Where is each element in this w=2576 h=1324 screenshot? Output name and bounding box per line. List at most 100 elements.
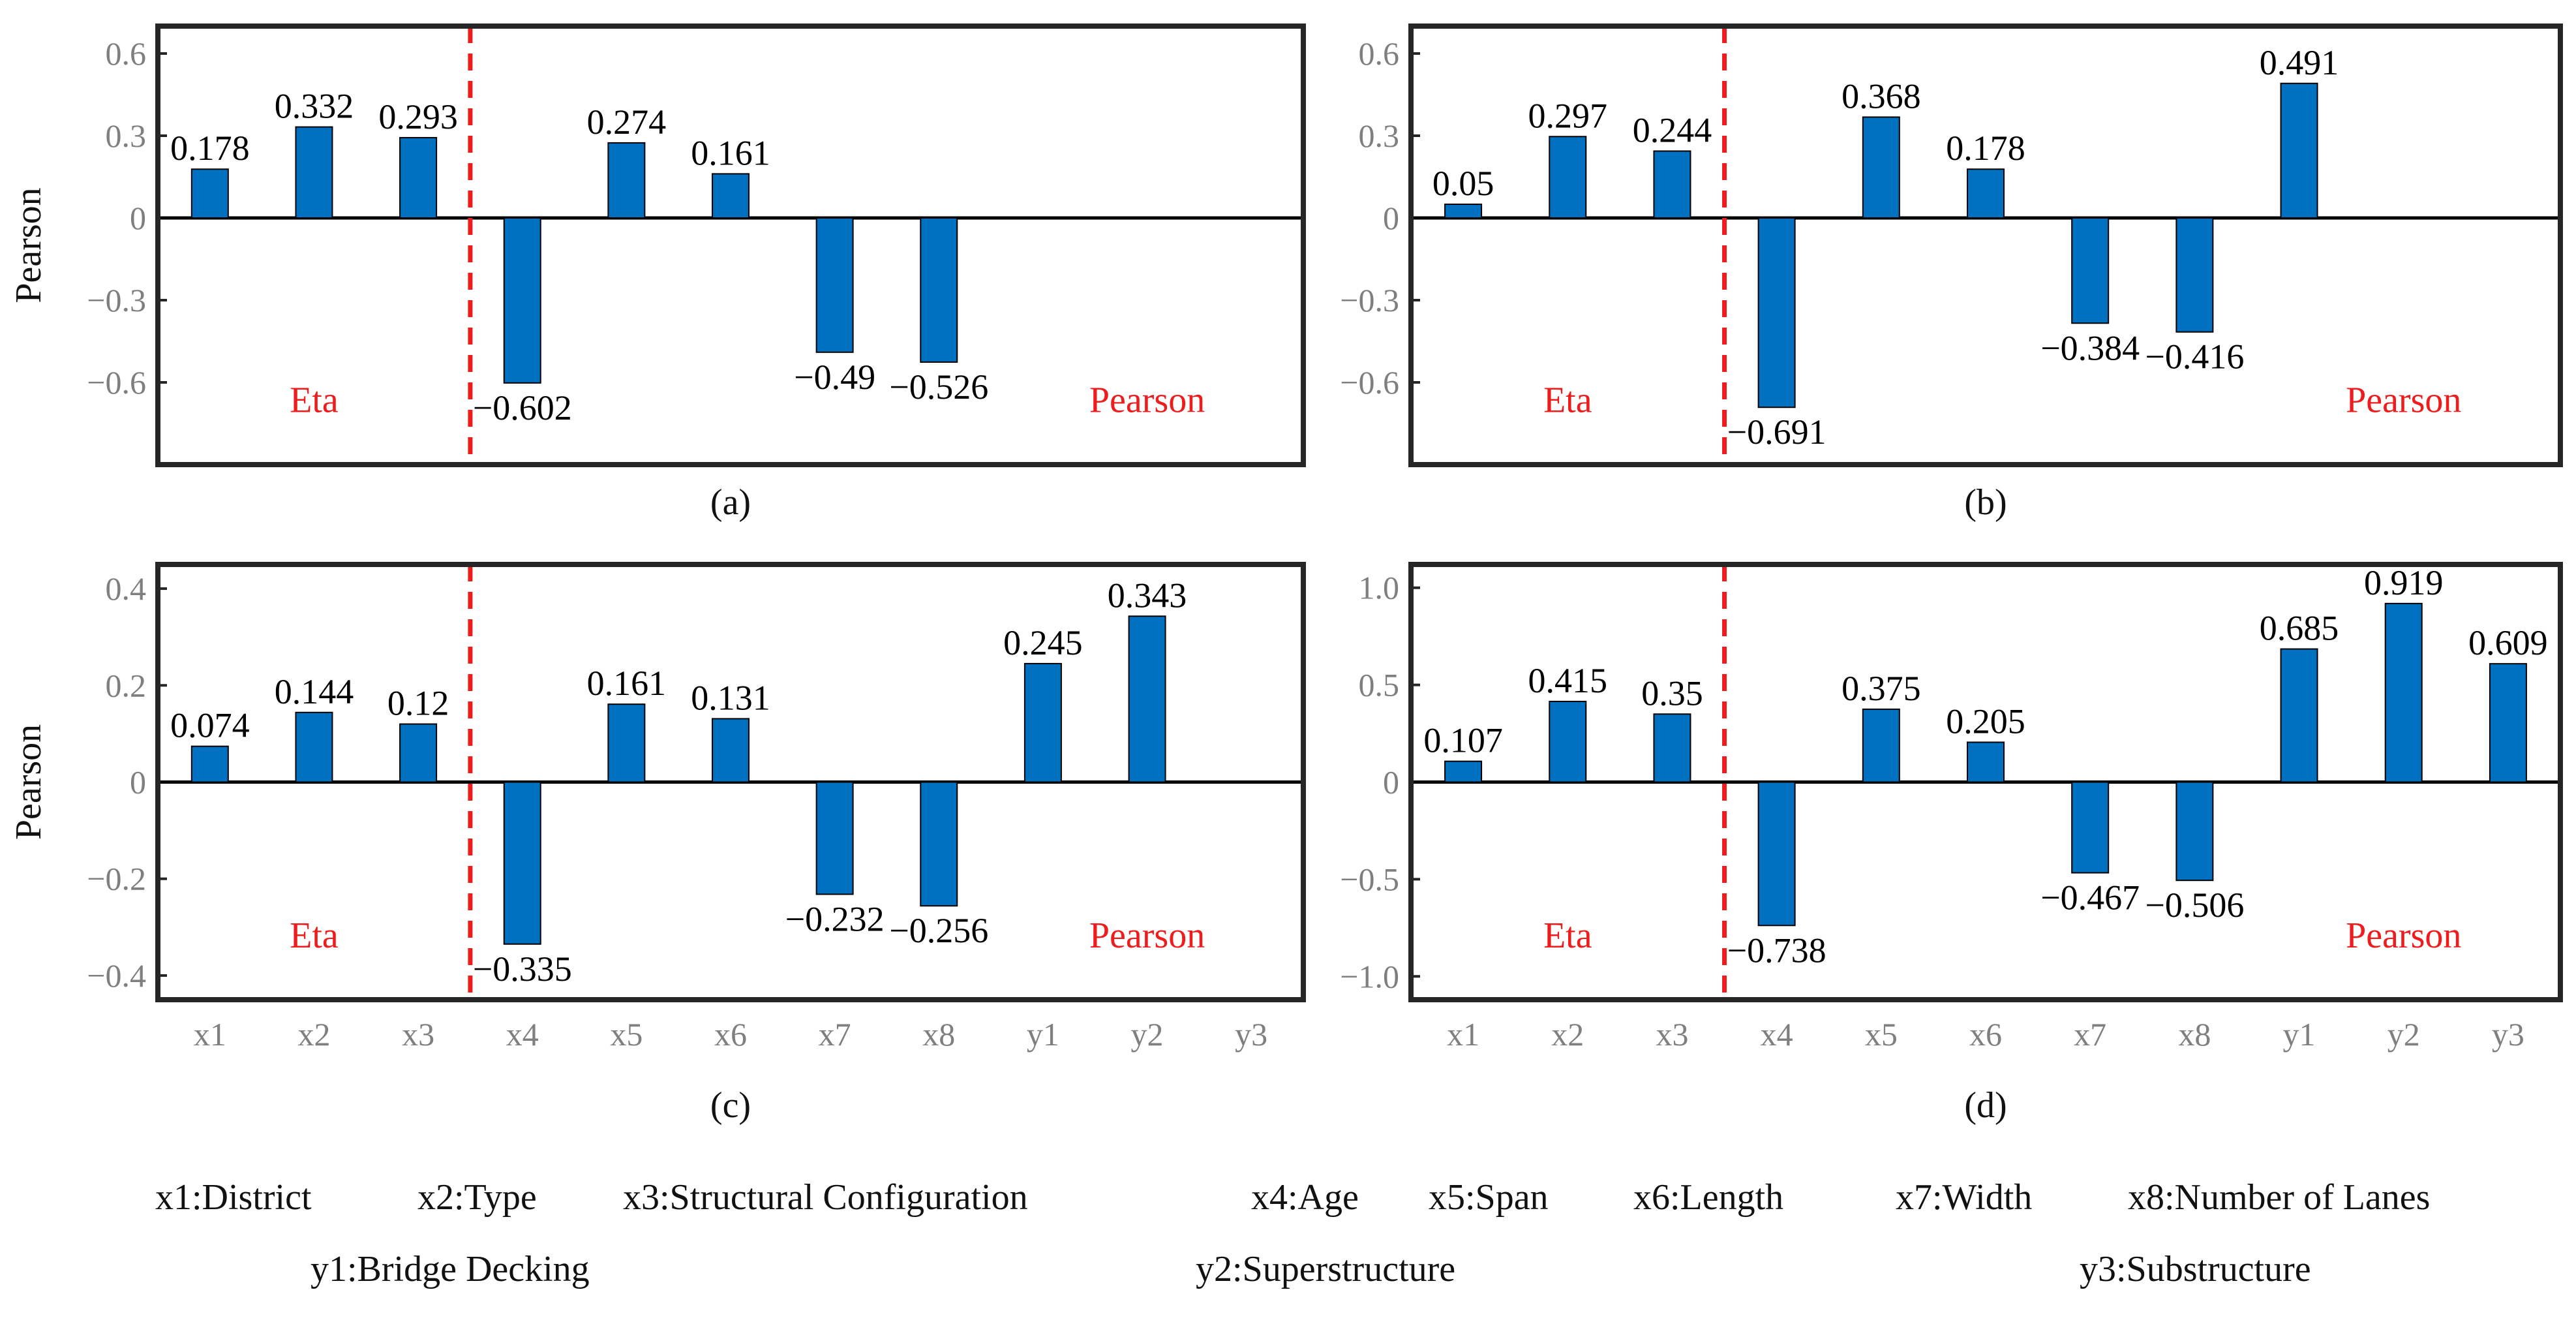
panel-c-value-label-x1: 0.074	[170, 706, 250, 745]
panel-d-value-label-y2: 0.919	[2364, 563, 2444, 602]
panel-d-xtick-label-x6: x6	[1969, 1016, 2002, 1053]
legend-item-x1: x1:District	[155, 1177, 312, 1218]
panel-c-bar-x6	[712, 718, 750, 783]
panel-d-xtick-label-y1: y1	[2283, 1016, 2316, 1053]
panel-d-value-label-x4: −0.738	[1727, 931, 1826, 970]
panel-b-region-label-right: Pearson	[2346, 380, 2461, 420]
panel-c-xtick-label-x6: x6	[714, 1016, 747, 1053]
panel-a-bar-x1	[190, 168, 229, 219]
panel-d-xtick-label-y2: y2	[2387, 1016, 2420, 1053]
panel-d-bar-y3	[2489, 663, 2527, 783]
panel-d-bar-x6	[1967, 741, 2005, 783]
legend-item-x5: x5:Span	[1429, 1177, 1549, 1218]
panel-a-value-label-x3: 0.293	[378, 97, 458, 136]
panel-d-bar-y2	[2384, 602, 2423, 783]
panel-a-bar-x5	[607, 142, 646, 219]
panel-d-xtick-label-x5: x5	[1865, 1016, 1898, 1053]
panel-d-xtick-label-x3: x3	[1656, 1016, 1688, 1053]
panel-c-ylabel: Pearson	[8, 724, 49, 840]
panel-a-bar-x3	[399, 136, 438, 219]
panel-c-value-label-x7: −0.232	[785, 899, 885, 938]
panel-d-bar-x1	[1444, 760, 1483, 783]
panel-c-value-label-x6: 0.131	[691, 678, 770, 717]
panel-d-value-label-x6: 0.205	[1946, 701, 2025, 741]
panel-b-bar-x2	[1549, 136, 1587, 219]
panel-c-value-label-x5: 0.161	[587, 664, 667, 703]
panel-a-value-label-x4: −0.602	[473, 388, 572, 427]
panel-b-bar-x8	[2175, 217, 2214, 333]
panel-d-value-label-x7: −0.467	[2040, 878, 2140, 917]
panel-a-frame	[155, 23, 1306, 467]
panel-c-ytick-label: 0	[130, 764, 146, 801]
panel-c-bar-y1	[1023, 662, 1062, 783]
panel-d-bar-x3	[1653, 713, 1691, 783]
panel-c-xtick-label-y1: y1	[1027, 1016, 1059, 1053]
panel-c-xtick-label-y2: y2	[1131, 1016, 1164, 1053]
panel-c-ytick-label: −0.4	[87, 957, 146, 994]
panel-c-bar-x7	[815, 781, 854, 895]
panel-c-value-label-x8: −0.256	[889, 911, 988, 950]
panel-c-region-label-left: Eta	[290, 916, 339, 956]
panel-c-xtick-label-x4: x4	[506, 1016, 539, 1053]
panel-a-bar-x6	[712, 173, 750, 219]
panel-d-bar-y1	[2280, 648, 2318, 783]
panel-d-xtick-label-y3: y3	[2492, 1016, 2524, 1053]
panel-b-caption: (b)	[1964, 482, 2007, 523]
panel-c-xtick-label-x7: x7	[819, 1016, 851, 1053]
panel-a-value-label-x7: −0.49	[794, 358, 875, 397]
panel-d-xtick-label-x2: x2	[1551, 1016, 1584, 1053]
panel-d-ytick-label: −0.5	[1340, 861, 1399, 897]
panel-a-ylabel: Pearson	[8, 187, 49, 303]
legend-item-x2: x2:Type	[417, 1177, 537, 1218]
panel-a-value-label-x5: 0.274	[587, 102, 667, 142]
panel-c-xtick-label-x3: x3	[402, 1016, 434, 1053]
panel-d-bar-x8	[2175, 781, 2214, 882]
panel-c-ytick-label: −0.2	[87, 861, 146, 897]
panel-c-ytick-label: 0.4	[106, 570, 147, 607]
legend-item-y2: y2:Superstructure	[1196, 1249, 1456, 1289]
panel-a-bar-x8	[920, 217, 958, 363]
panel-b-ytick-label: −0.3	[1340, 282, 1399, 318]
panel-b-bar-y1	[2280, 82, 2318, 219]
panel-c-bar-x1	[190, 745, 229, 783]
panel-a-ytick-label: 0.3	[106, 117, 147, 154]
panel-b-ytick-label: 0.6	[1359, 35, 1400, 72]
panel-c-bar-x5	[607, 703, 646, 783]
panel-c-bar-y2	[1128, 615, 1166, 783]
panel-b-value-label-x5: 0.368	[1841, 76, 1921, 115]
panel-b-ytick-label: −0.6	[1340, 364, 1399, 401]
panel-a-ytick-label: 0.6	[106, 35, 147, 72]
legend-item-y1: y1:Bridge Decking	[311, 1249, 590, 1289]
panel-c-bar-x8	[920, 781, 958, 907]
panel-d-ytick-label: 0.5	[1359, 667, 1400, 703]
panel-a-region-label-left: Eta	[290, 380, 339, 420]
panel-b-region-label-left: Eta	[1543, 380, 1592, 420]
panel-d-bar-x2	[1549, 700, 1587, 783]
panel-c-xtick-label-x2: x2	[297, 1016, 330, 1053]
legend-item-x3: x3:Structural Configuration	[623, 1177, 1028, 1218]
panel-d-value-label-y1: 0.685	[2260, 609, 2339, 648]
panel-c-xtick-label-y3: y3	[1235, 1016, 1267, 1053]
panel-a-ytick-label: 0	[130, 200, 146, 236]
panel-b-bar-x5	[1862, 116, 1900, 219]
panel-b-bar-x7	[2071, 217, 2110, 324]
panel-a-bar-x4	[503, 217, 541, 384]
panel-b-frame	[1408, 23, 2563, 467]
panel-d-caption: (d)	[1964, 1085, 2007, 1126]
panel-a-bar-x2	[295, 126, 333, 219]
panel-b-value-label-x7: −0.384	[2040, 328, 2140, 367]
panel-a-value-label-x6: 0.161	[691, 133, 770, 172]
panel-c-value-label-x3: 0.12	[387, 684, 449, 723]
panel-c-value-label-x4: −0.335	[473, 949, 572, 989]
panel-d-frame	[1408, 562, 2563, 1002]
legend-item-x6: x6:Length	[1633, 1177, 1784, 1218]
panel-d-value-label-x1: 0.107	[1423, 721, 1503, 760]
panel-a-caption: (a)	[710, 482, 751, 523]
panel-d-xtick-label-x1: x1	[1447, 1016, 1479, 1053]
panel-b-value-label-y1: 0.491	[2260, 43, 2339, 82]
panel-b-value-label-x6: 0.178	[1946, 129, 2025, 168]
panel-a-ytick-label: −0.3	[87, 282, 146, 318]
panel-d-bar-x4	[1757, 781, 1796, 927]
panel-c-bar-x3	[399, 723, 438, 783]
panel-c-value-label-y1: 0.245	[1003, 623, 1083, 662]
